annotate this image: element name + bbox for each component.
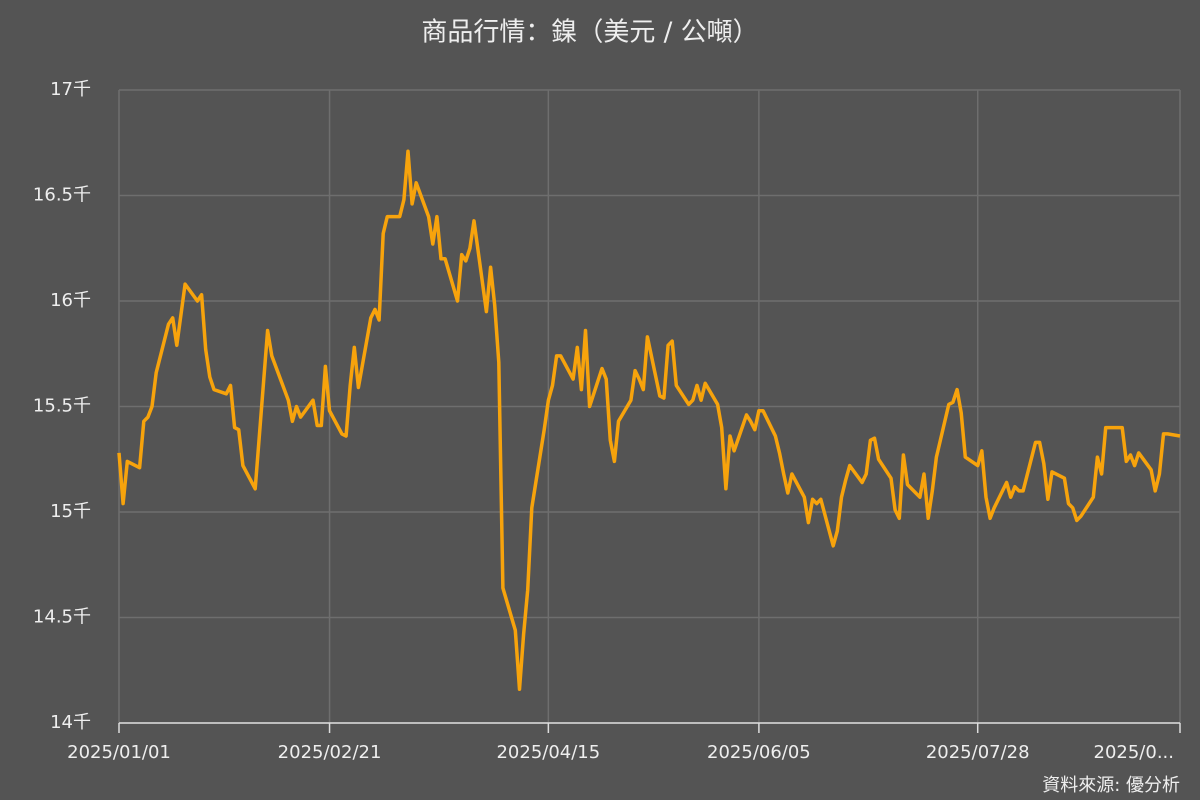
y-tick-label: 16千 [50,290,91,311]
x-tick-label: 2025/0... [1094,742,1175,763]
data-line [117,149,1181,691]
y-tick-label: 16.5千 [33,185,91,206]
chart-title: 商品行情：鎳（美元 / 公噸） [421,18,758,48]
y-tick-label: 14.5千 [33,607,91,628]
source-note: 資料來源: 優分析 [1042,775,1180,796]
y-tick-label: 14千 [50,712,91,733]
y-tick-label: 17千 [50,79,91,100]
x-tick-label: 2025/01/01 [67,742,171,763]
x-tick-label: 2025/04/15 [496,742,600,763]
x-tick-label: 2025/02/21 [278,742,382,763]
y-tick-label: 15千 [50,501,91,522]
x-tick-label: 2025/06/05 [707,742,811,763]
y-tick-label: 15.5千 [33,396,91,417]
x-tick-label: 2025/07/28 [926,742,1030,763]
